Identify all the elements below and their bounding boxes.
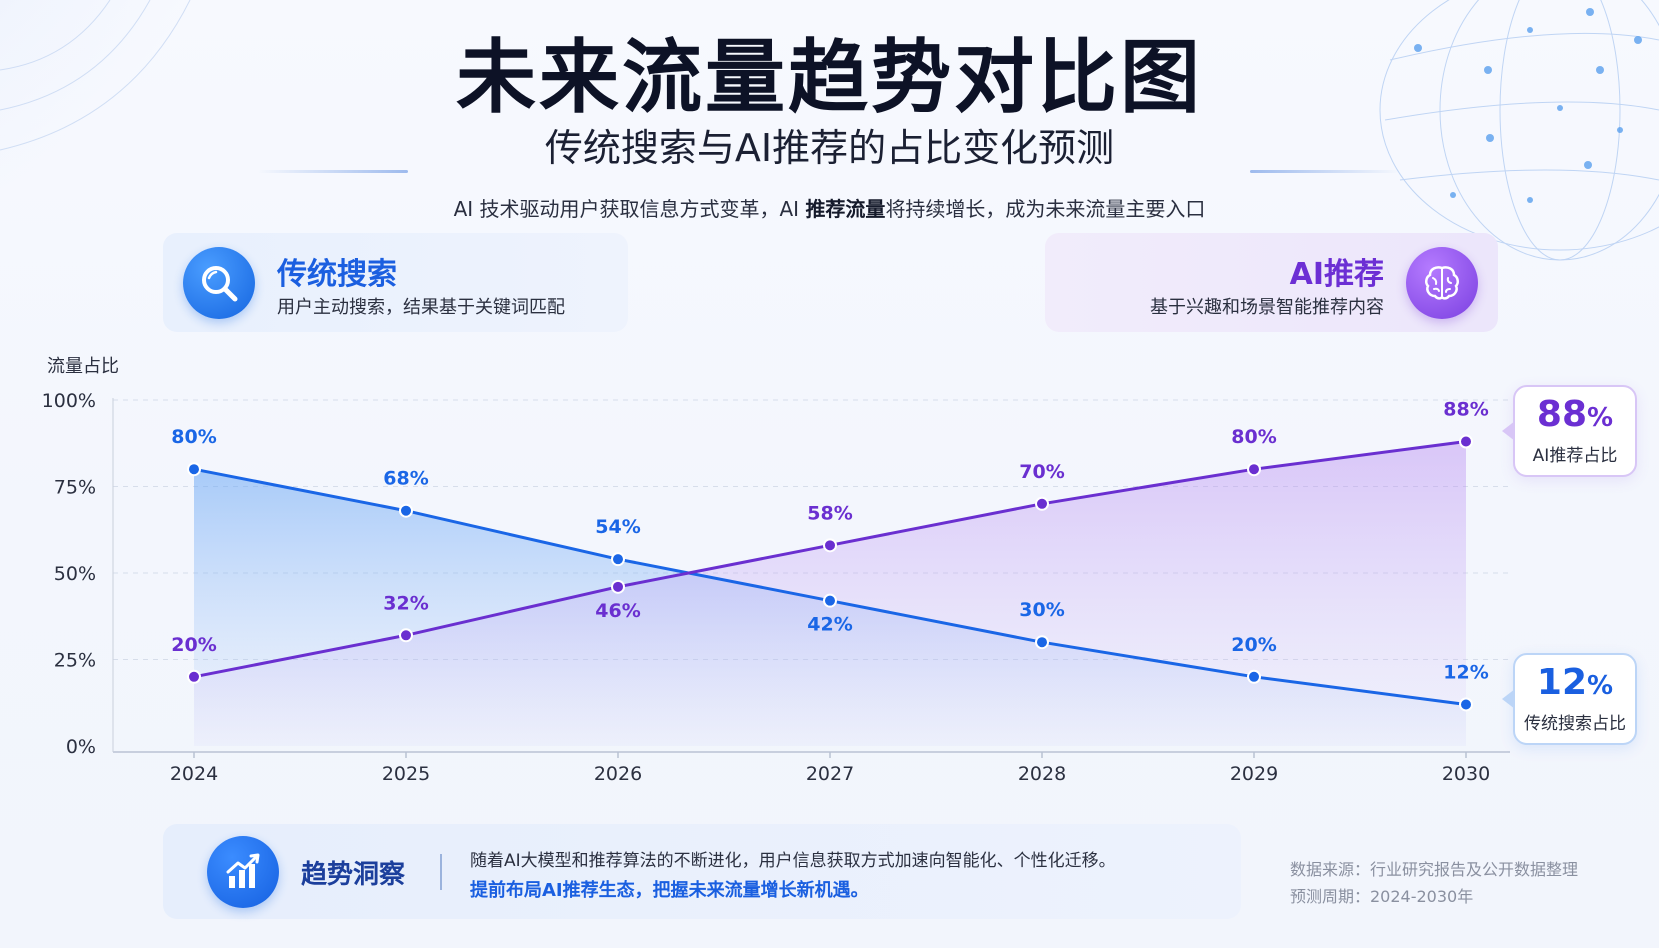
desc-bold: 推荐流量 <box>805 197 886 221</box>
insight-line-1: 随着AI大模型和推荐算法的不断进化，用户信息获取方式加速向智能化、个性化迁移。 <box>470 851 1116 871</box>
ai-share-callout: 88% AI推荐占比 <box>1502 385 1637 477</box>
x-tick-label: 2025 <box>382 763 430 785</box>
data-label: 68% <box>383 468 428 490</box>
y-tick-label: 100% <box>42 390 96 412</box>
data-label: 80% <box>1231 426 1276 448</box>
desc-pre: AI 技术驱动用户获取信息方式变革，AI <box>453 197 806 221</box>
desc-post: 将持续增长，成为未来流量主要入口 <box>885 197 1206 221</box>
subtitle-divider-left <box>258 170 408 173</box>
search-share-unit: % <box>1587 671 1614 701</box>
search-share-callout: 12% 传统搜索占比 <box>1502 653 1637 745</box>
forecast-period: 预测周期：2024-2030年 <box>1290 887 1474 906</box>
ai-card-subtitle: 基于兴趣和场景智能推荐内容 <box>1150 297 1384 318</box>
search-share-value: 12% <box>1515 663 1635 703</box>
y-tick-label: 75% <box>54 477 96 499</box>
page-description: AI 技术驱动用户获取信息方式变革，AI 推荐流量将持续增长，成为未来流量主要入… <box>0 193 1659 222</box>
data-point <box>399 503 413 518</box>
ai-share-number: 88 <box>1536 394 1588 435</box>
line-chart: 80% 68% 54% 42% 30% 20% 12% 20% 32% 46% 58% 70% 80% 8… <box>42 390 1510 785</box>
page-subtitle: 传统搜索与AI推荐的占比变化预测 <box>544 126 1115 170</box>
data-point <box>611 579 625 594</box>
data-point <box>187 462 201 477</box>
ai-card-title: AI推荐 <box>1289 257 1384 292</box>
x-tick-label: 2030 <box>1442 763 1490 785</box>
insight-panel: 趋势洞察 随着AI大模型和推荐算法的不断进化，用户信息获取方式加速向智能化、个性… <box>163 824 1241 919</box>
data-label: 20% <box>1231 634 1276 656</box>
data-label: 42% <box>807 614 852 636</box>
data-point <box>1459 697 1473 712</box>
x-tick-label: 2026 <box>594 763 642 785</box>
search-card: 传统搜索 用户主动搜索，结果基于关键词匹配 <box>163 233 628 332</box>
callout-tail <box>1502 421 1515 441</box>
x-tick-label: 2028 <box>1018 763 1066 785</box>
ai-share-unit: % <box>1587 403 1614 433</box>
x-tick-label: 2029 <box>1230 763 1278 785</box>
data-label: 30% <box>1019 599 1064 621</box>
data-source: 数据来源：行业研究报告及公开数据整理 <box>1290 860 1579 879</box>
data-label: 80% <box>171 426 216 448</box>
data-point <box>1035 496 1049 511</box>
search-card-title: 传统搜索 <box>277 257 397 292</box>
insight-line-2: 提前布局AI推荐生态，把握未来流量增长新机遇。 <box>470 880 869 901</box>
data-point <box>823 593 837 608</box>
data-label: 88% <box>1443 399 1488 421</box>
data-label: 32% <box>383 592 428 614</box>
page-title: 未来流量趋势对比图 <box>456 31 1203 124</box>
magnifier-icon <box>183 247 255 319</box>
brain-icon <box>1406 247 1478 319</box>
insight-title: 趋势洞察 <box>301 860 406 890</box>
x-tick-label: 2024 <box>170 763 218 785</box>
search-share-number: 12 <box>1536 662 1588 703</box>
insight-divider <box>440 854 442 890</box>
trend-chart-icon <box>207 836 279 908</box>
x-tick-label: 2027 <box>806 763 854 785</box>
ai-share-value: 88% <box>1515 395 1635 435</box>
y-tick-label: 0% <box>66 736 96 758</box>
callout-tail <box>1502 689 1515 709</box>
data-point <box>611 552 625 567</box>
subtitle-divider-right <box>1250 170 1400 173</box>
data-point <box>1459 434 1473 449</box>
data-label: 12% <box>1443 661 1488 683</box>
ai-card: AI推荐 基于兴趣和场景智能推荐内容 <box>1045 233 1498 332</box>
data-label: 20% <box>171 634 216 656</box>
data-point <box>187 669 201 684</box>
search-card-subtitle: 用户主动搜索，结果基于关键词匹配 <box>277 297 565 318</box>
y-axis-label: 流量占比 <box>47 356 119 377</box>
search-share-label: 传统搜索占比 <box>1524 713 1626 734</box>
data-point <box>823 538 837 553</box>
ai-share-label: AI推荐占比 <box>1532 445 1618 466</box>
data-point <box>399 628 413 643</box>
y-tick-label: 25% <box>54 650 96 672</box>
data-label: 54% <box>595 516 640 538</box>
data-point <box>1035 635 1049 650</box>
data-label: 46% <box>595 600 640 622</box>
data-point <box>1247 462 1261 477</box>
data-label: 70% <box>1019 461 1064 483</box>
data-label: 58% <box>807 502 852 524</box>
y-tick-label: 50% <box>54 563 96 585</box>
data-point <box>1247 669 1261 684</box>
